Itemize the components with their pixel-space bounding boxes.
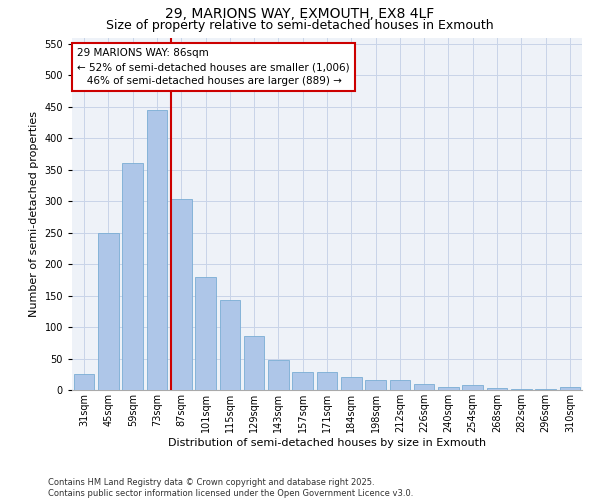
Text: Size of property relative to semi-detached houses in Exmouth: Size of property relative to semi-detach… xyxy=(106,19,494,32)
Bar xyxy=(292,372,313,390)
Bar xyxy=(438,387,459,390)
Text: 29, MARIONS WAY, EXMOUTH, EX8 4LF: 29, MARIONS WAY, EXMOUTH, EX8 4LF xyxy=(166,8,434,22)
Bar xyxy=(74,374,94,390)
Bar xyxy=(268,360,289,390)
Bar xyxy=(317,372,337,390)
Bar xyxy=(244,336,265,390)
X-axis label: Distribution of semi-detached houses by size in Exmouth: Distribution of semi-detached houses by … xyxy=(168,438,486,448)
Bar xyxy=(389,380,410,390)
Y-axis label: Number of semi-detached properties: Number of semi-detached properties xyxy=(29,111,39,317)
Bar xyxy=(171,200,191,390)
Bar xyxy=(560,387,580,390)
Bar xyxy=(511,388,532,390)
Bar xyxy=(98,232,119,390)
Bar xyxy=(463,385,483,390)
Bar xyxy=(220,300,240,390)
Bar xyxy=(414,384,434,390)
Bar xyxy=(487,388,508,390)
Text: Contains HM Land Registry data © Crown copyright and database right 2025.
Contai: Contains HM Land Registry data © Crown c… xyxy=(48,478,413,498)
Text: 29 MARIONS WAY: 86sqm
← 52% of semi-detached houses are smaller (1,006)
   46% o: 29 MARIONS WAY: 86sqm ← 52% of semi-deta… xyxy=(77,48,350,86)
Bar xyxy=(195,276,216,390)
Bar xyxy=(146,110,167,390)
Bar xyxy=(365,380,386,390)
Bar xyxy=(341,378,362,390)
Bar xyxy=(122,164,143,390)
